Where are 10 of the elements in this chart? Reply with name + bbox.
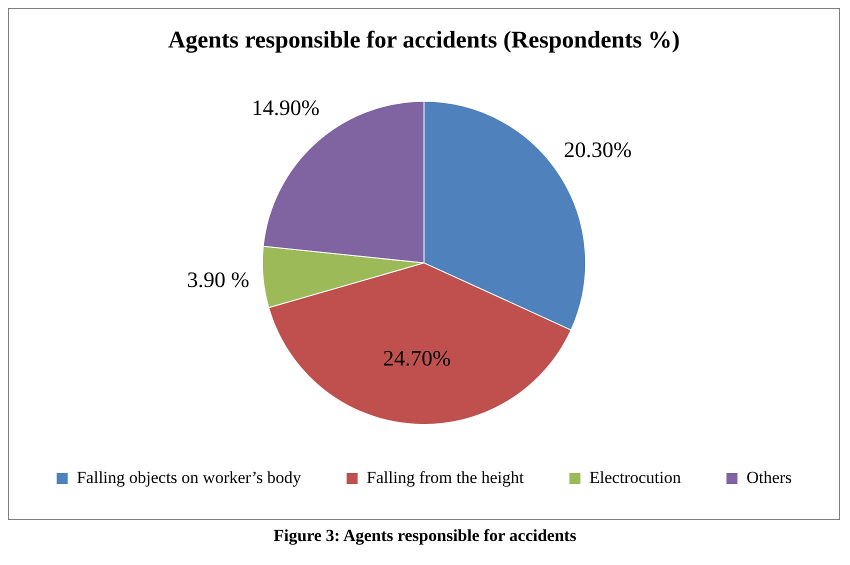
caption: Figure 3: Agents responsible for accidents [272, 526, 578, 546]
legend-label: Falling objects on worker’s body [76, 468, 302, 487]
legend-label: Electrocution [589, 468, 682, 487]
data-label: 24.70% [382, 345, 451, 370]
legend-label: Others [746, 468, 792, 487]
data-label: 20.30% [564, 136, 632, 162]
data-label: 3.90 % [187, 266, 250, 292]
legend-label: Falling from the height [366, 468, 524, 487]
data-label: 14.90% [252, 95, 320, 120]
chart-title: Agents responsible for accidents (Respondents %) [168, 28, 680, 54]
